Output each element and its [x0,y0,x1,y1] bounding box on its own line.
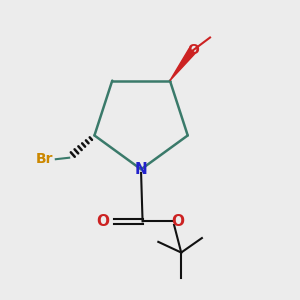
Text: O: O [96,214,109,229]
Text: O: O [188,43,200,57]
Text: O: O [171,214,184,229]
Text: Br: Br [35,152,53,166]
Text: N: N [135,162,148,177]
Polygon shape [170,49,195,81]
